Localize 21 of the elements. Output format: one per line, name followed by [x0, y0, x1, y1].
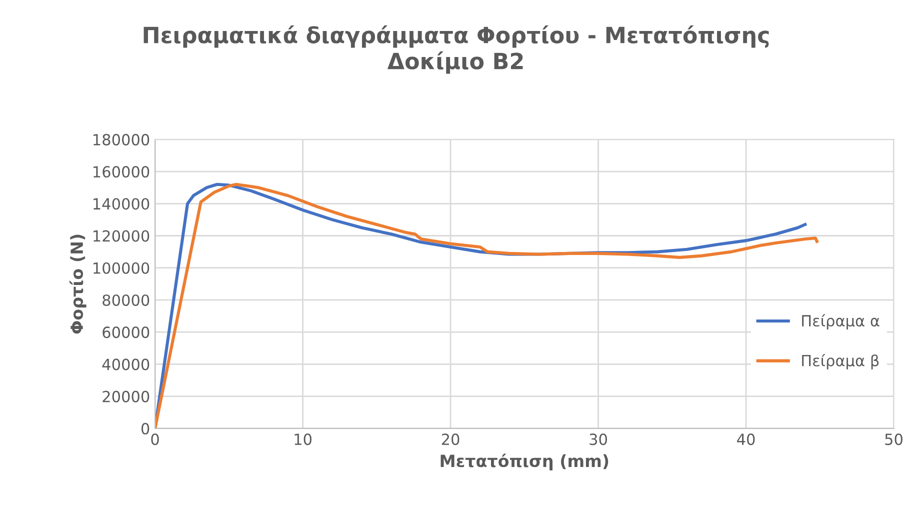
x-tick-label: 50: [885, 434, 902, 446]
x-axis-title: Μετατόπιση (mm): [440, 454, 608, 470]
y-tick-label: 60000: [102, 326, 150, 338]
y-tick-label: 20000: [102, 390, 150, 402]
legend-label: Πείραμα α: [802, 314, 880, 330]
y-tick-label: 100000: [94, 262, 150, 274]
y-tick-label: 40000: [102, 358, 150, 370]
y-tick-label: 120000: [94, 230, 150, 242]
y-tick-label: 180000: [94, 134, 150, 146]
y-tick-label: 140000: [94, 198, 150, 210]
y-tick-label: 80000: [102, 294, 150, 306]
y-tick-label: 160000: [94, 166, 150, 178]
x-tick-label: 30: [590, 434, 607, 446]
x-tick-label: 40: [737, 434, 755, 446]
x-tick-label: 10: [294, 434, 312, 446]
y-axis-title: Φορτίο (N): [70, 234, 86, 334]
y-tick-label: 0: [141, 422, 150, 434]
x-tick-label: 20: [442, 434, 460, 446]
legend-label: Πείραμα β: [802, 354, 879, 370]
chart-title: Πειραματικά διαγράμματα Φορτίου - Μετατόπισης Δοκίμιο Β2: [144, 25, 769, 74]
x-tick-label: 0: [151, 434, 159, 446]
